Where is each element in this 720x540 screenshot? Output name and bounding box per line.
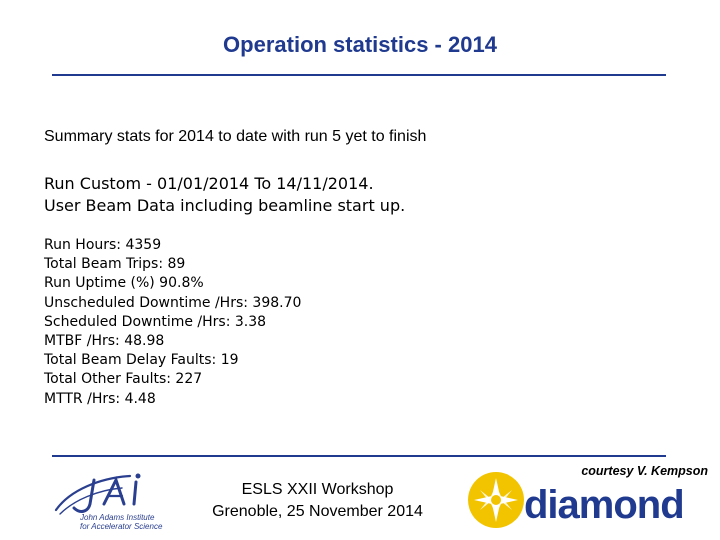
stat-scheduled-downtime: Scheduled Downtime /Hrs: 3.38 [44, 313, 267, 330]
footer-divider [52, 455, 666, 457]
stat-other-faults: Total Other Faults: 227 [44, 371, 203, 388]
run-info-line: Run Custom - 01/01/2014 To 14/11/2014. [44, 174, 374, 193]
event-name: ESLS XXII Workshop [241, 481, 394, 498]
diamond-wordmark: diamond [524, 483, 684, 527]
jai-logo-line1: John Adams Institute [79, 513, 155, 522]
stat-uptime: Run Uptime (%) 90.8% [44, 275, 204, 292]
jai-dot-icon [135, 473, 141, 479]
stat-mtbf: MTBF /Hrs: 48.98 [44, 333, 165, 350]
event-date-location: Grenoble, 25 November 2014 [212, 503, 423, 520]
stats-list: Run Hours: 4359 Total Beam Trips: 89 Run… [44, 236, 301, 409]
stat-unscheduled-downtime: Unscheduled Downtime /Hrs: 398.70 [44, 294, 302, 311]
stat-beam-trips: Total Beam Trips: 89 [44, 256, 186, 273]
run-info-line: User Beam Data including beamline start … [44, 196, 406, 215]
credit-text: courtesy V. Kempson [581, 464, 708, 478]
jai-logo-line2: for Accelerator Science [80, 522, 163, 531]
event-info: ESLS XXII Workshop Grenoble, 25 November… [190, 479, 445, 523]
run-info: Run Custom - 01/01/2014 To 14/11/2014. U… [44, 173, 405, 217]
slide-title: Operation statistics - 2014 [223, 32, 497, 57]
stat-beam-delay-faults: Total Beam Delay Faults: 19 [44, 352, 239, 369]
summary-text: Summary stats for 2014 to date with run … [44, 128, 427, 145]
title-divider [52, 74, 666, 76]
diamond-logo: diamond [468, 472, 685, 528]
stat-run-hours: Run Hours: 4359 [44, 237, 162, 253]
diamond-star-icon [468, 472, 524, 528]
jai-logo: John Adams Institute for Accelerator Sci… [54, 473, 163, 531]
stat-mttr: MTTR /Hrs: 4.48 [44, 390, 156, 407]
